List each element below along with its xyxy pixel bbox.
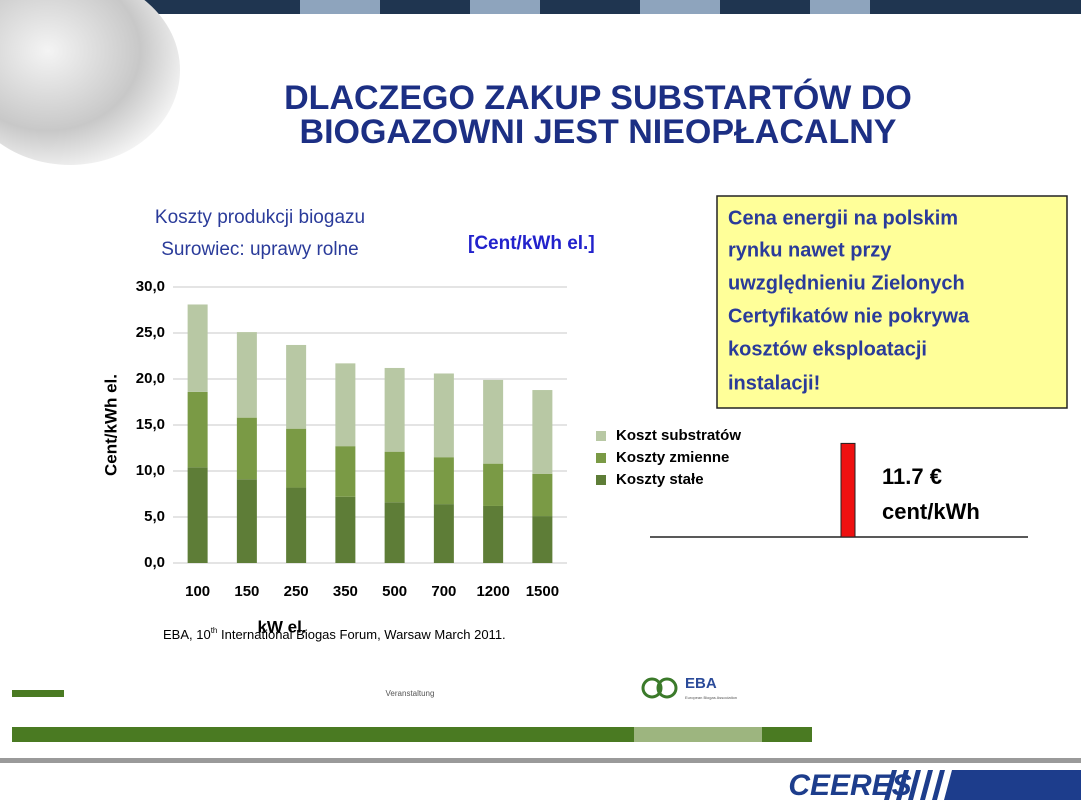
unit-label: [Cent/kWh el.] — [468, 233, 595, 254]
chart-title: Koszty produkcji biogazu Surowiec: upraw… — [155, 207, 595, 260]
callout-line: uwzględnieniu Zielonych — [728, 272, 965, 294]
price-label: 11.7 € — [882, 464, 942, 489]
legend-label: Koszty zmienne — [616, 449, 729, 466]
source: EBA, 10th International Biogas Forum, Wa… — [163, 626, 506, 642]
bar-segment — [483, 506, 503, 563]
slide-canvas: DLACZEGO ZAKUP SUBSTARTÓW DO BIOGAZOWNI … — [0, 0, 1081, 809]
y-tick-label: 5,0 — [144, 508, 165, 525]
chart-title-line: Surowiec: uprawy rolne — [161, 239, 358, 260]
bar-segment — [483, 464, 503, 506]
x-tick-label: 1500 — [526, 583, 559, 600]
y-tick-label: 30,0 — [136, 278, 165, 295]
chart-title-line: Koszty produkcji biogazu — [155, 207, 365, 228]
bar-segment — [237, 479, 257, 563]
title-line: BIOGAZOWNI JEST NIEOPŁACALNY — [300, 113, 897, 151]
bar-segment — [434, 373, 454, 457]
footer-line — [0, 758, 1081, 763]
y-tick-label: 0,0 — [144, 554, 165, 571]
bar-segment — [286, 429, 306, 488]
bar-segment — [335, 497, 355, 563]
source-sup: th — [211, 626, 218, 635]
footer-bar — [12, 727, 634, 742]
eba-logo — [643, 679, 676, 697]
legend-swatch — [596, 475, 606, 485]
bar-segment — [188, 467, 208, 563]
bar-segment — [335, 446, 355, 497]
bar-segment — [532, 390, 552, 474]
bar-segment — [434, 457, 454, 504]
eba-logo-sub: European Biogas Association — [685, 695, 737, 700]
footer-accent — [12, 690, 64, 697]
bar-segment — [188, 392, 208, 467]
bar-segment — [483, 380, 503, 464]
callout-line: instalacji! — [728, 372, 820, 394]
bar-segment — [532, 474, 552, 516]
bar-segment — [532, 516, 552, 563]
y-axis-title: Cent/kWh el. — [101, 374, 120, 476]
x-tick-label: 1200 — [476, 583, 509, 600]
legend-swatch — [596, 453, 606, 463]
bar-segment — [335, 363, 355, 446]
footer-event: Veranstaltung — [386, 689, 435, 698]
bar-segment — [385, 452, 405, 503]
source-part: International Biogas Forum, Warsaw March… — [217, 627, 505, 642]
x-tick-label: 500 — [382, 583, 407, 600]
source-part: EBA, 10 — [163, 627, 211, 642]
price-bar — [841, 443, 855, 537]
globe-decoration — [0, 0, 180, 165]
price-unit: cent/kWh — [882, 499, 980, 524]
slide-title: DLACZEGO ZAKUP SUBSTARTÓW DO BIOGAZOWNI … — [284, 79, 912, 151]
callout-line: kosztów eksploatacji — [728, 338, 927, 360]
bar-segment — [188, 304, 208, 391]
x-tick-label: 150 — [234, 583, 259, 600]
header-band — [0, 0, 1081, 14]
legend-label: Koszty stałe — [616, 471, 704, 488]
slide: DLACZEGO ZAKUP SUBSTARTÓW DO BIOGAZOWNI … — [0, 0, 1081, 809]
x-tick-label: 100 — [185, 583, 210, 600]
bar-segment — [237, 332, 257, 418]
bar-segment — [286, 345, 306, 429]
callout-line: rynku nawet przy — [728, 239, 892, 261]
eba-logo-text: EBA — [685, 675, 717, 692]
title-line: DLACZEGO ZAKUP SUBSTARTÓW DO — [284, 79, 912, 117]
x-tick-label: 350 — [333, 583, 358, 600]
bar-segment — [385, 502, 405, 563]
y-tick-label: 15,0 — [136, 416, 165, 433]
bar-segment — [286, 488, 306, 563]
brand-slashes — [884, 770, 1081, 800]
x-tick-label: 700 — [431, 583, 456, 600]
footer-bar — [634, 727, 762, 742]
legend-swatch — [596, 431, 606, 441]
y-tick-label: 25,0 — [136, 324, 165, 341]
footer-bar — [762, 727, 812, 742]
bar-segment — [385, 368, 405, 452]
legend-label: Koszt substratów — [616, 427, 741, 444]
callout-line: Cena energii na polskim — [728, 207, 958, 229]
callout-line: Certyfikatów nie pokrywa — [728, 305, 970, 327]
bar-segment — [434, 504, 454, 563]
y-tick-label: 20,0 — [136, 370, 165, 387]
y-tick-label: 10,0 — [136, 462, 165, 479]
x-tick-label: 250 — [284, 583, 309, 600]
bar-segment — [237, 418, 257, 480]
